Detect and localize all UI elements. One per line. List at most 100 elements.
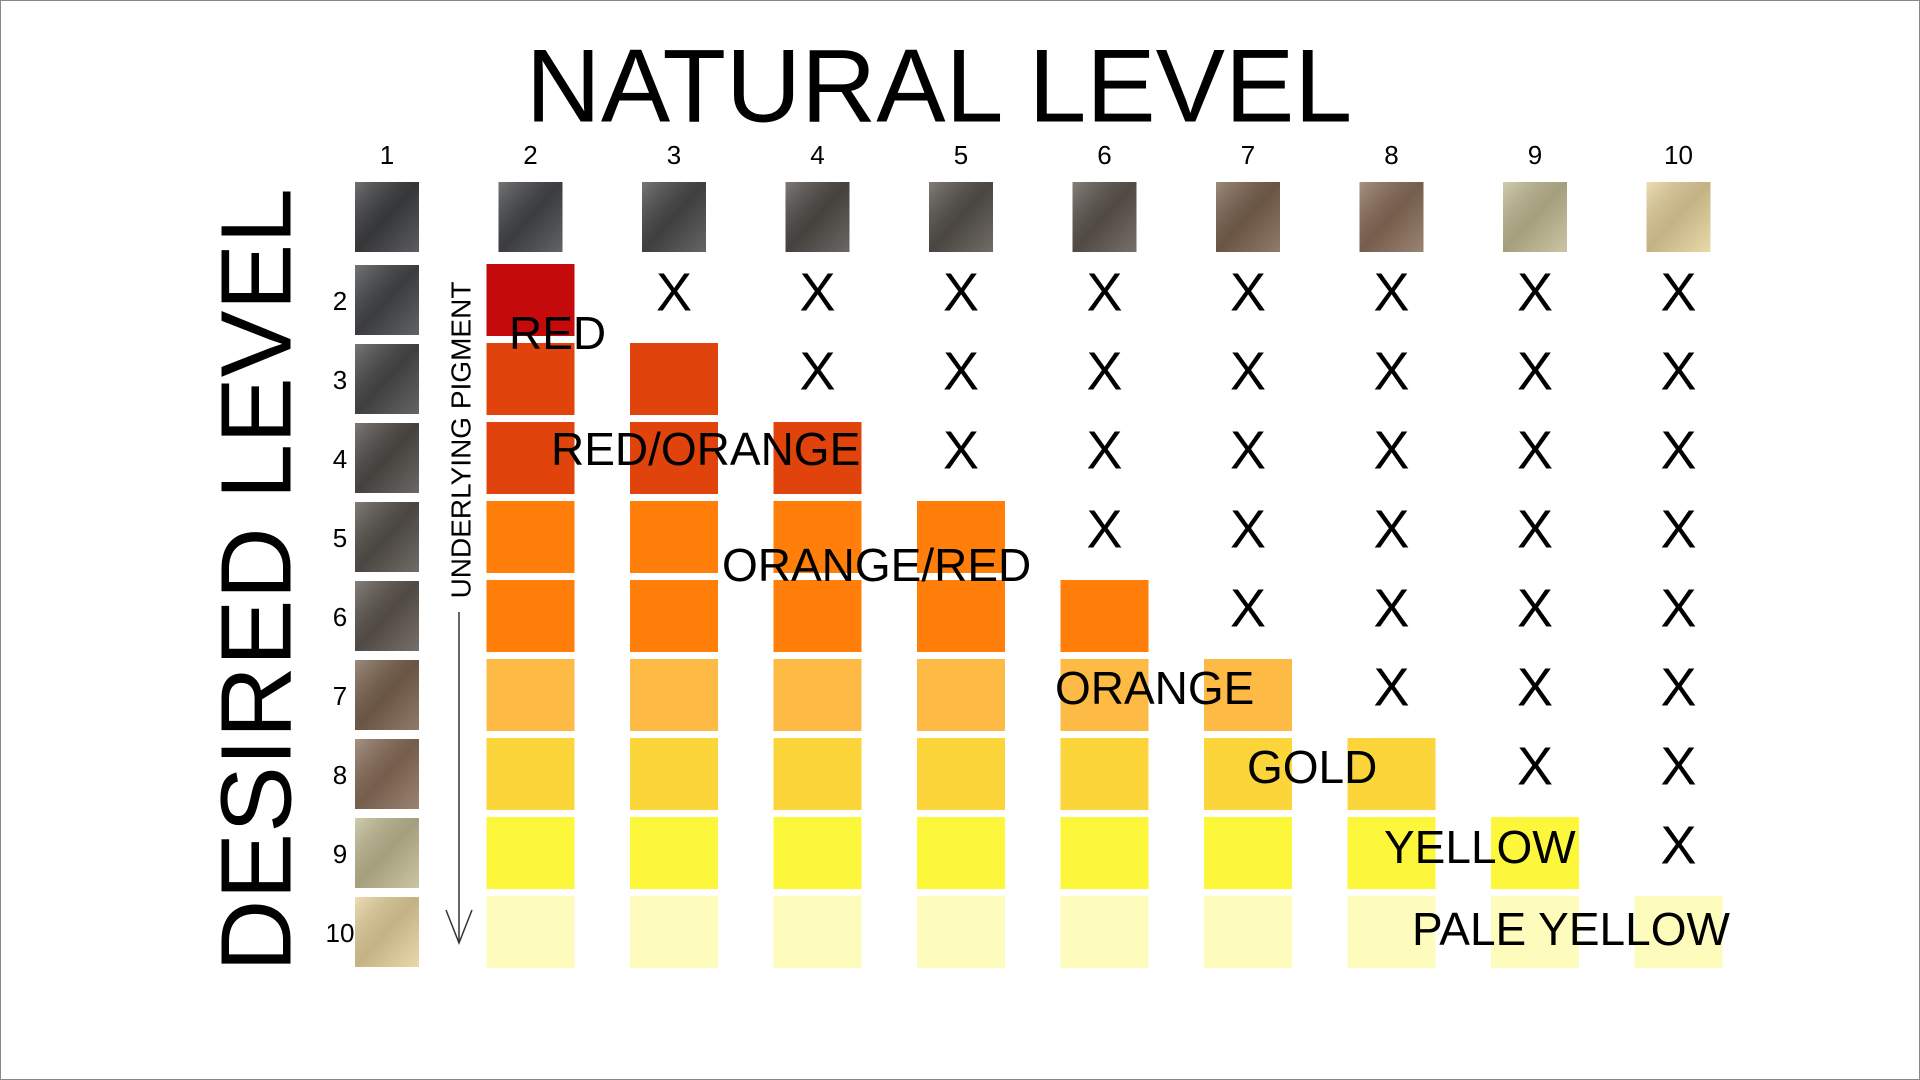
pigment-block <box>630 422 718 494</box>
pigment-label: ORANGE/RED <box>722 539 1031 591</box>
pigment-block <box>630 896 718 968</box>
pigment-label: RED <box>509 307 606 359</box>
pigment-label: YELLOW <box>1384 821 1576 873</box>
x-mark: X <box>1373 499 1409 559</box>
x-mark: X <box>1517 499 1553 559</box>
pigment-block <box>917 896 1005 968</box>
pigment-block <box>1204 817 1292 889</box>
pigment-block <box>486 264 575 336</box>
pigment-block <box>917 738 1005 810</box>
pigment-blocks <box>486 264 1723 968</box>
desired-level-label: 8 <box>333 760 347 790</box>
desired-level-label: 7 <box>333 681 347 711</box>
natural-level-label: 1 <box>380 140 394 170</box>
labels: NATURAL LEVEL DESIRED LEVEL UNDERLYING P… <box>200 28 1730 971</box>
natural-level-label: 7 <box>1241 140 1255 170</box>
x-mark: X <box>1086 262 1122 322</box>
desired-level-label: 10 <box>326 918 355 948</box>
natural-level-label: 3 <box>667 140 681 170</box>
pigment-block <box>773 896 862 968</box>
pigment-block <box>1347 817 1436 889</box>
pigment-block <box>773 817 862 889</box>
x-mark: X <box>1660 341 1696 401</box>
desired-swatch-sheen <box>355 818 419 888</box>
pigment-block <box>486 501 575 573</box>
hair-swatches <box>355 182 1711 967</box>
pigment-block <box>773 659 862 731</box>
title: NATURAL LEVEL <box>526 28 1353 144</box>
desired-level-label: 2 <box>333 286 347 316</box>
natural-swatch-sheen <box>929 182 993 252</box>
desired-swatch-sheen <box>355 344 419 414</box>
pigment-label: PALE YELLOW <box>1412 903 1730 955</box>
natural-level-label: 9 <box>1528 140 1542 170</box>
pigment-block <box>486 422 575 494</box>
natural-swatch-sheen <box>642 182 706 252</box>
natural-level-label: 5 <box>954 140 968 170</box>
x-mark: X <box>1517 736 1553 796</box>
x-mark: X <box>1230 499 1266 559</box>
x-mark: X <box>1517 657 1553 717</box>
pigment-block <box>1491 817 1579 889</box>
pigment-block <box>1060 738 1149 810</box>
x-mark: X <box>1373 578 1409 638</box>
pigment-block <box>773 501 862 573</box>
pigment-block <box>773 422 862 494</box>
pigment-block <box>773 580 862 652</box>
x-mark: X <box>799 341 835 401</box>
natural-level-label: 4 <box>810 140 824 170</box>
pigment-block <box>630 738 718 810</box>
desired-swatch-sheen <box>355 660 419 730</box>
desired-level-label: 6 <box>333 602 347 632</box>
pigment-block <box>1204 659 1292 731</box>
pigment-label: ORANGE <box>1055 662 1254 714</box>
pigment-label: GOLD <box>1247 741 1377 793</box>
pigment-block <box>630 580 718 652</box>
pigment-arrow-head <box>445 909 473 946</box>
pigment-block <box>486 659 575 731</box>
pigment-block <box>1060 580 1149 652</box>
desired-swatch-sheen <box>355 423 419 493</box>
pigment-block <box>1204 738 1292 810</box>
natural-swatch-sheen <box>1359 182 1424 252</box>
x-mark: X <box>943 420 979 480</box>
x-mark: X <box>656 262 692 322</box>
x-mark: X <box>1086 341 1122 401</box>
natural-level-label: 8 <box>1384 140 1398 170</box>
desired-swatch-sheen <box>355 502 419 572</box>
pigment-block <box>917 659 1005 731</box>
natural-level-label: 2 <box>523 140 537 170</box>
natural-swatch-sheen <box>1072 182 1137 252</box>
pigment-block <box>1634 896 1723 968</box>
x-mark: X <box>1373 420 1409 480</box>
pigment-block <box>630 659 718 731</box>
pigment-block <box>486 817 575 889</box>
natural-swatch-sheen <box>498 182 563 252</box>
pigment-block <box>1060 817 1149 889</box>
desired-swatch-sheen <box>355 265 419 335</box>
x-mark: X <box>1517 420 1553 480</box>
pigment-block <box>486 738 575 810</box>
pigment-block <box>773 738 862 810</box>
x-mark: X <box>1660 578 1696 638</box>
desired-swatch-sheen <box>355 897 419 967</box>
pigment-block <box>1060 659 1149 731</box>
pigment-block <box>1491 896 1579 968</box>
natural-level-label: 6 <box>1097 140 1111 170</box>
pigment-block <box>1060 896 1149 968</box>
x-mark: X <box>943 262 979 322</box>
pigment-block <box>1347 896 1436 968</box>
x-mark: X <box>1660 815 1696 875</box>
x-mark: X <box>1086 420 1122 480</box>
desired-level-label: 9 <box>333 839 347 869</box>
x-mark: X <box>799 262 835 322</box>
x-mark: X <box>1660 736 1696 796</box>
desired-swatch-sheen <box>355 581 419 651</box>
x-mark: X <box>1660 657 1696 717</box>
x-mark: X <box>1660 499 1696 559</box>
x-mark: X <box>1373 262 1409 322</box>
pigment-block <box>486 580 575 652</box>
natural-swatch-sheen <box>1503 182 1567 252</box>
